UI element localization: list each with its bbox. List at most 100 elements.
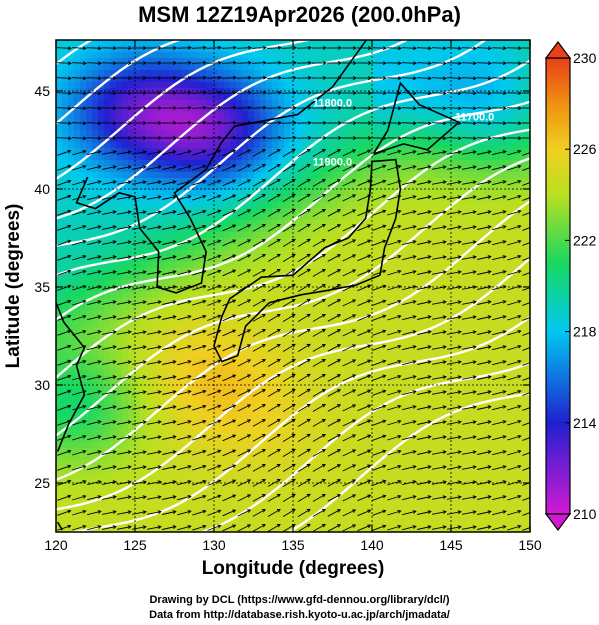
field-cell: [518, 124, 525, 131]
field-cell: [62, 328, 69, 335]
field-cell: [278, 214, 285, 221]
field-cell: [110, 220, 117, 227]
field-cell: [332, 172, 339, 179]
field-cell: [266, 352, 273, 359]
field-cell: [236, 40, 243, 47]
field-cell: [326, 268, 333, 275]
field-cell: [434, 370, 441, 377]
field-cell: [404, 226, 411, 233]
field-cell: [314, 160, 321, 167]
field-cell: [434, 46, 441, 53]
field-cell: [116, 322, 123, 329]
field-cell: [104, 406, 111, 413]
field-cell: [410, 412, 417, 419]
field-cell: [518, 184, 525, 191]
field-cell: [272, 346, 279, 353]
field-cell: [248, 196, 255, 203]
field-cell: [362, 400, 369, 407]
field-cell: [374, 100, 381, 107]
field-cell: [110, 160, 117, 167]
field-cell: [206, 214, 213, 221]
field-cell: [230, 274, 237, 281]
field-cell: [392, 154, 399, 161]
field-cell: [314, 364, 321, 371]
field-cell: [494, 250, 501, 257]
field-cell: [230, 406, 237, 413]
field-cell: [308, 340, 315, 347]
field-cell: [410, 58, 417, 65]
field-cell: [434, 64, 441, 71]
field-cell: [62, 184, 69, 191]
field-cell: [410, 250, 417, 257]
field-cell: [68, 118, 75, 125]
field-cell: [416, 232, 423, 239]
field-cell: [86, 130, 93, 137]
field-cell: [98, 130, 105, 137]
field-cell: [410, 142, 417, 149]
field-cell: [152, 280, 159, 287]
field-cell: [62, 406, 69, 413]
field-cell: [320, 292, 327, 299]
field-cell: [446, 172, 453, 179]
field-cell: [338, 394, 345, 401]
field-cell: [518, 172, 525, 179]
field-cell: [332, 412, 339, 419]
field-cell: [332, 382, 339, 389]
field-cell: [284, 82, 291, 89]
field-cell: [440, 40, 447, 47]
field-cell: [446, 46, 453, 53]
field-cell: [518, 328, 525, 335]
field-cell: [236, 322, 243, 329]
field-cell: [314, 106, 321, 113]
field-cell: [434, 40, 441, 47]
field-cell: [164, 280, 171, 287]
field-cell: [212, 94, 219, 101]
field-cell: [422, 388, 429, 395]
field-cell: [314, 40, 321, 47]
field-cell: [134, 94, 141, 101]
field-cell: [308, 304, 315, 311]
field-cell: [410, 208, 417, 215]
field-cell: [338, 76, 345, 83]
field-cell: [482, 58, 489, 65]
field-cell: [458, 322, 465, 329]
field-cell: [422, 142, 429, 149]
field-cell: [374, 190, 381, 197]
field-cell: [506, 148, 513, 155]
field-cell: [440, 88, 447, 95]
field-cell: [224, 334, 231, 341]
field-cell: [188, 154, 195, 161]
field-cell: [308, 208, 315, 215]
field-cell: [392, 76, 399, 83]
field-cell: [440, 160, 447, 167]
field-cell: [338, 256, 345, 263]
field-cell: [476, 244, 483, 251]
field-cell: [500, 52, 507, 59]
field-cell: [410, 226, 417, 233]
field-cell: [434, 136, 441, 143]
field-cell: [140, 124, 147, 131]
field-cell: [368, 52, 375, 59]
field-cell: [524, 64, 530, 71]
field-cell: [302, 118, 309, 125]
field-cell: [140, 262, 147, 269]
field-cell: [62, 154, 69, 161]
field-cell: [488, 256, 495, 263]
field-cell: [476, 304, 483, 311]
field-cell: [92, 202, 99, 209]
field-cell: [230, 400, 237, 407]
field-cell: [56, 190, 63, 197]
field-cell: [134, 394, 141, 401]
field-cell: [320, 304, 327, 311]
field-cell: [284, 64, 291, 71]
field-cell: [350, 400, 357, 407]
field-cell: [404, 220, 411, 227]
field-cell: [278, 142, 285, 149]
field-cell: [356, 412, 363, 419]
field-cell: [200, 94, 207, 101]
field-cell: [182, 328, 189, 335]
field-cell: [68, 304, 75, 311]
field-cell: [278, 124, 285, 131]
field-cell: [182, 214, 189, 221]
field-cell: [248, 112, 255, 119]
